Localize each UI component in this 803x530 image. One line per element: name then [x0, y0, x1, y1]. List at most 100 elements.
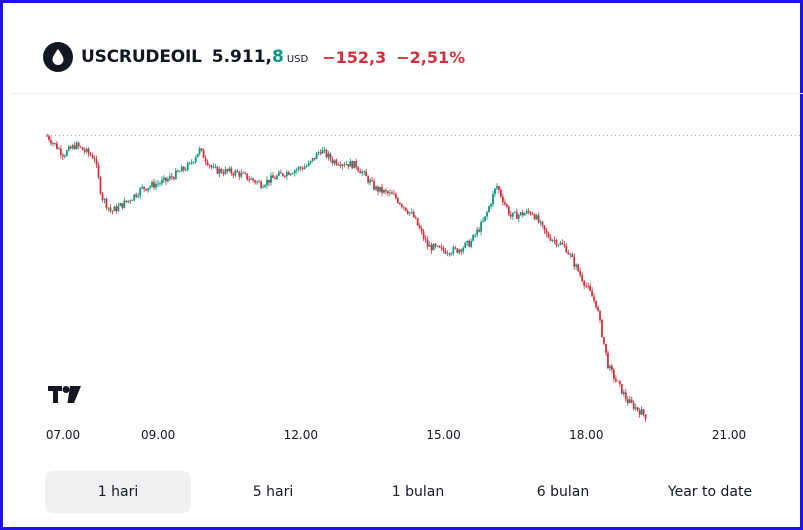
candle	[422, 228, 425, 242]
candle	[149, 184, 151, 191]
candle	[484, 216, 486, 223]
range-tab-5-hari[interactable]: 5 hari	[252, 484, 294, 500]
candle	[509, 210, 512, 220]
price-chart[interactable]	[3, 3, 800, 527]
candle	[113, 205, 116, 212]
candle	[410, 208, 413, 215]
candle	[325, 148, 328, 159]
candle	[555, 238, 558, 248]
candle	[129, 199, 132, 204]
tradingview-logo[interactable]	[48, 386, 82, 408]
candle	[220, 167, 223, 174]
candle	[188, 161, 191, 165]
candle	[450, 252, 453, 257]
candle	[490, 202, 492, 209]
candle	[412, 209, 415, 218]
candle	[222, 169, 225, 177]
candle	[125, 200, 128, 204]
candle	[577, 263, 580, 273]
candle	[218, 166, 221, 178]
candle	[436, 245, 439, 248]
candle	[579, 267, 582, 278]
candle	[599, 310, 601, 324]
candle	[168, 173, 171, 181]
candle	[97, 162, 100, 180]
candle	[258, 179, 260, 183]
candle	[462, 246, 465, 255]
candle	[460, 248, 463, 256]
symbol-name[interactable]: USCRUDEOIL	[81, 47, 202, 67]
candle	[204, 155, 207, 165]
candle	[157, 179, 159, 188]
candle	[198, 146, 201, 156]
candle	[285, 170, 288, 181]
candle	[638, 408, 641, 418]
candle	[466, 240, 469, 246]
candle	[252, 177, 255, 183]
candle	[496, 183, 498, 191]
candle	[476, 226, 479, 238]
candle	[587, 282, 590, 290]
range-tab-1-hari[interactable]: 1 hari	[45, 471, 191, 513]
candle	[167, 176, 169, 183]
candle	[46, 133, 48, 137]
candle	[307, 160, 310, 167]
candle	[468, 239, 471, 248]
candle	[83, 147, 86, 155]
candle	[309, 160, 312, 165]
candle	[196, 153, 199, 158]
candle	[593, 292, 595, 304]
candle	[212, 163, 215, 169]
candle	[95, 155, 98, 168]
candle	[200, 148, 203, 152]
candle	[365, 168, 368, 177]
candle	[539, 219, 542, 227]
candle	[525, 208, 528, 215]
candle	[569, 252, 572, 259]
range-tab-year-to-date[interactable]: Year to date	[667, 484, 753, 500]
candle	[349, 158, 352, 167]
candle	[472, 234, 475, 242]
candle	[295, 167, 298, 174]
candle	[50, 136, 52, 146]
candle	[605, 343, 607, 357]
candle	[357, 166, 360, 173]
x-tick-label: 21.00	[711, 428, 747, 442]
candle	[343, 161, 346, 168]
x-tick-label: 12.00	[283, 428, 319, 442]
candle	[367, 174, 370, 185]
candle	[616, 380, 619, 382]
candle	[339, 161, 342, 169]
candle	[283, 174, 286, 179]
candle	[551, 239, 554, 242]
candle	[618, 380, 621, 387]
candle	[406, 208, 409, 215]
candle	[377, 185, 379, 196]
candle	[559, 240, 562, 246]
candle	[202, 148, 205, 159]
candle	[319, 149, 322, 156]
range-tab-1-bulan[interactable]: 1 bulan	[391, 484, 445, 500]
candle	[634, 403, 637, 411]
candle	[385, 187, 387, 195]
candle	[99, 175, 102, 195]
candle	[591, 286, 593, 297]
candle	[379, 186, 381, 193]
candle	[216, 165, 219, 175]
candle	[494, 187, 496, 198]
candle	[174, 167, 177, 180]
candle	[607, 350, 609, 369]
candle	[505, 203, 508, 209]
candle	[170, 172, 173, 181]
candle	[57, 146, 60, 150]
candle	[103, 197, 106, 204]
candle	[392, 189, 395, 195]
candle	[52, 142, 54, 147]
candle	[553, 236, 556, 244]
candle	[609, 364, 611, 371]
candle	[624, 388, 627, 403]
candle	[65, 149, 68, 157]
range-tab-6-bulan[interactable]: 6 bulan	[536, 484, 590, 500]
candle	[535, 213, 538, 220]
candle	[206, 159, 209, 167]
